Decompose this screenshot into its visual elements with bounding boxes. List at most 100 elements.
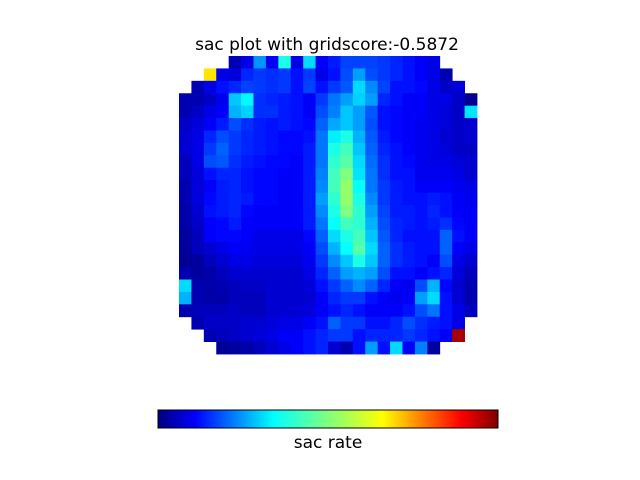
heatmap-cell: [402, 180, 416, 193]
heatmap-cell: [315, 267, 329, 280]
heatmap-cell: [439, 155, 453, 169]
heatmap-cell: [216, 142, 230, 156]
heatmap-cell: [402, 130, 416, 144]
heatmap-cell: [303, 242, 316, 256]
heatmap-cell: [452, 105, 465, 119]
heatmap-cell: [439, 80, 453, 94]
heatmap-cell: [439, 329, 453, 342]
heatmap-cell: [427, 93, 441, 107]
heatmap-cell: [216, 167, 230, 181]
heatmap-cell: [303, 56, 316, 69]
heatmap-cell: [464, 279, 478, 293]
heatmap-cell: [303, 167, 316, 181]
heatmap-cell: [464, 105, 478, 119]
heatmap-cell: [216, 118, 230, 131]
heatmap-cell: [203, 279, 217, 293]
heatmap-cell: [265, 167, 279, 181]
heatmap-cell: [216, 105, 230, 119]
heatmap-cell: [464, 254, 478, 268]
heatmap-cell: [340, 217, 354, 231]
heatmap-cell: [179, 180, 192, 193]
heatmap-cell: [265, 192, 279, 206]
heatmap-cell: [303, 267, 316, 280]
heatmap-cell: [414, 180, 428, 193]
heatmap-cell: [278, 93, 292, 107]
heatmap-cell: [315, 80, 329, 94]
heatmap-cell: [390, 254, 403, 268]
heatmap-cell: [216, 68, 230, 82]
heatmap-cell: [216, 341, 230, 355]
heatmap-cell: [265, 316, 279, 330]
heatmap-cell: [352, 105, 366, 119]
heatmap-cell: [464, 304, 478, 318]
heatmap-cell: [241, 279, 254, 293]
heatmap-cell: [340, 180, 354, 193]
heatmap-cell: [365, 130, 379, 144]
heatmap-cell: [452, 192, 465, 206]
heatmap-cell: [427, 329, 441, 342]
heatmap-cell: [228, 192, 242, 206]
heatmap-cell: [402, 279, 416, 293]
heatmap-cell: [390, 279, 403, 293]
heatmap-cell: [427, 304, 441, 318]
heatmap-cell: [241, 254, 254, 268]
heatmap-cell: [377, 217, 391, 231]
heatmap-cell: [439, 217, 453, 231]
heatmap-cell: [241, 56, 254, 69]
heatmap-cell: [328, 93, 341, 107]
heatmap-cell: [265, 291, 279, 305]
heatmap-cell: [328, 254, 341, 268]
heatmap-cell: [303, 329, 316, 342]
heatmap-cell: [179, 267, 192, 280]
heatmap-cell: [265, 254, 279, 268]
heatmap-cell: [439, 316, 453, 330]
heatmap-cell: [253, 291, 267, 305]
heatmap-cell: [352, 192, 366, 206]
heatmap-cell: [402, 341, 416, 355]
heatmap-cell: [203, 291, 217, 305]
heatmap-cell: [452, 291, 465, 305]
heatmap-cell: [390, 291, 403, 305]
heatmap-cell: [365, 229, 379, 243]
heatmap-cell: [290, 192, 304, 206]
heatmap-cell: [253, 130, 267, 144]
heatmap-cell: [352, 142, 366, 156]
heatmap-cell: [315, 155, 329, 169]
heatmap-cell: [203, 68, 217, 82]
heatmap-cell: [414, 329, 428, 342]
heatmap-cell: [402, 304, 416, 318]
heatmap-cell: [278, 180, 292, 193]
heatmap-cell: [278, 304, 292, 318]
heatmap-cell: [365, 118, 379, 131]
heatmap-cell: [328, 329, 341, 342]
heatmap-cell: [452, 267, 465, 280]
heatmap-cell: [265, 56, 279, 69]
heatmap-cell: [216, 205, 230, 218]
heatmap-cell: [303, 130, 316, 144]
heatmap-cell: [390, 105, 403, 119]
heatmap-cell: [365, 167, 379, 181]
heatmap-cell: [241, 68, 254, 82]
heatmap-cell: [365, 192, 379, 206]
heatmap-cell: [315, 316, 329, 330]
heatmap-cell: [402, 291, 416, 305]
heatmap-cell: [303, 254, 316, 268]
heatmap-cell: [340, 316, 354, 330]
heatmap-cell: [253, 93, 267, 107]
heatmap-cell: [427, 205, 441, 218]
heatmap-cell: [328, 279, 341, 293]
heatmap-cell: [203, 242, 217, 256]
heatmap-cell: [427, 192, 441, 206]
heatmap-cell: [365, 242, 379, 256]
heatmap-cell: [228, 167, 242, 181]
heatmap-cell: [352, 242, 366, 256]
chart-title: sac plot with gridscore:-0.5872: [195, 35, 459, 55]
heatmap-cell: [390, 56, 403, 69]
heatmap-cell: [253, 167, 267, 181]
heatmap-cell: [402, 93, 416, 107]
heatmap-cell: [253, 142, 267, 156]
heatmap-cell: [377, 192, 391, 206]
heatmap-cell: [414, 118, 428, 131]
heatmap-cell: [414, 105, 428, 119]
heatmap-cell: [452, 155, 465, 169]
